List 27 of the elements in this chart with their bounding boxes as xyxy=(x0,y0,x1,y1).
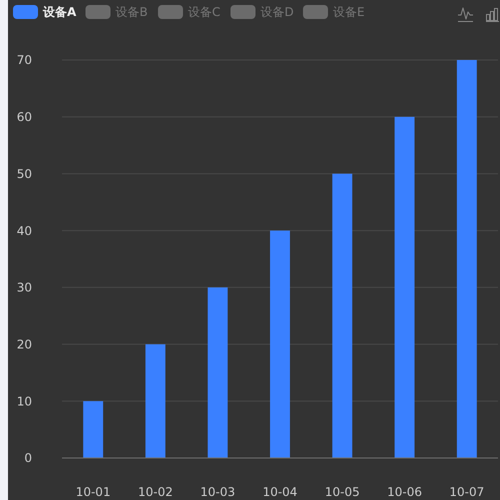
y-tick-label: 20 xyxy=(16,337,32,352)
x-tick-label: 10-05 xyxy=(324,485,360,500)
legend-label: 设备D xyxy=(260,5,294,20)
x-tick-label: 10-04 xyxy=(262,485,298,500)
x-tick-label: 10-01 xyxy=(76,485,111,500)
x-tick-label: 10-07 xyxy=(449,485,484,500)
bar xyxy=(83,401,104,458)
legend-label: 设备C xyxy=(188,5,220,20)
y-tick-label: 50 xyxy=(16,166,32,181)
bar xyxy=(145,344,166,458)
legend-label: 设备A xyxy=(42,5,77,20)
bar xyxy=(456,60,477,458)
y-tick-label: 40 xyxy=(16,224,32,238)
y-tick-label: 0 xyxy=(24,451,32,466)
y-tick-label: 70 xyxy=(16,53,32,68)
y-tick-label: 30 xyxy=(16,280,32,295)
x-tick-label: 10-03 xyxy=(200,485,236,500)
bar xyxy=(394,116,415,458)
x-tick-label: 10-06 xyxy=(387,485,422,500)
y-tick-label: 60 xyxy=(16,110,32,124)
bar xyxy=(270,230,290,458)
bar xyxy=(332,174,352,458)
bar xyxy=(208,287,228,458)
x-tick-label: 10-02 xyxy=(138,485,173,500)
legend-label: 设备E xyxy=(333,5,365,20)
legend-label: 设备B xyxy=(116,5,148,20)
y-tick-label: 10 xyxy=(16,394,32,408)
